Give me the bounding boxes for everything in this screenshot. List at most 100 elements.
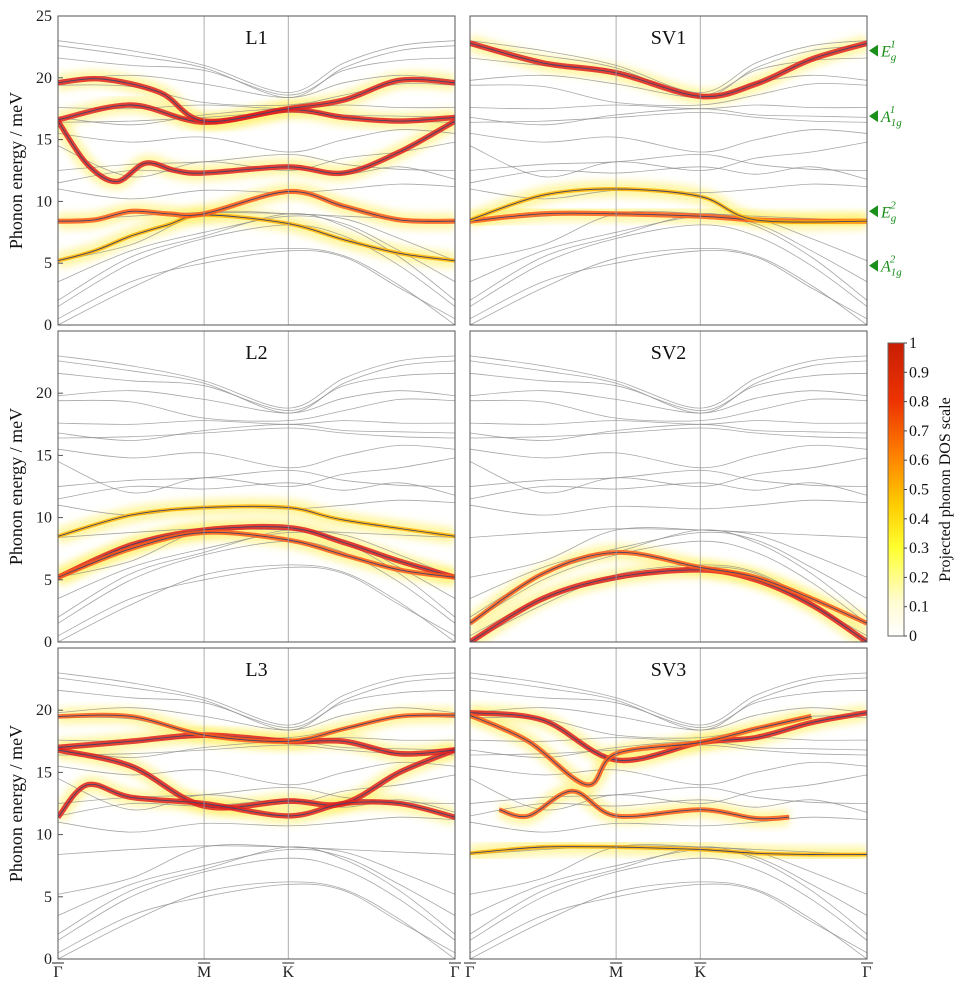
colorbar-tick-label: 0.1 (909, 599, 929, 616)
gray-band-16 (58, 390, 455, 414)
panel-frame (57, 15, 456, 326)
gray-band-18 (58, 677, 455, 731)
panel-sv2: SV2 (469, 330, 868, 643)
highlight-band-line-3 (58, 714, 455, 742)
gray-band-8 (470, 799, 867, 817)
y-axis-label: Phonon energy / meV (6, 92, 26, 249)
mode-label-a1g1: A1g1 (880, 104, 902, 129)
x-tick-label-1: M (609, 964, 623, 981)
x-tick-label-0: Γ (53, 964, 62, 981)
colorbar-tick-label: 0.9 (909, 364, 929, 381)
x-tick-label-2: K (694, 964, 706, 981)
gray-band-19 (470, 672, 867, 726)
colorbar-scale (887, 342, 905, 637)
gray-band-19 (58, 355, 455, 409)
gray-band-11 (58, 444, 455, 469)
gray-band-2 (58, 857, 455, 941)
panel-frame (469, 15, 868, 326)
colorbar-tick-label: 0.5 (909, 482, 929, 499)
highlight-band-line-1 (58, 531, 455, 578)
colorbar-tick-label: 0.4 (909, 511, 929, 528)
gray-band-1 (470, 247, 867, 325)
panel-l3: L3 0 5 10 15 20 Phonon energy / meV Γ M K Γ (6, 647, 461, 981)
gray-band-15 (470, 83, 867, 106)
gray-band-7 (470, 816, 867, 833)
highlight-band-line-3 (470, 846, 867, 856)
gray-band-2 (470, 224, 867, 307)
gray-band-16 (470, 390, 867, 414)
panel-title: L2 (245, 342, 267, 364)
gray-band-14 (58, 420, 455, 425)
mode-label-a1g2: A1g2 (880, 254, 902, 279)
gray-band-4 (58, 215, 455, 283)
gray-band-6 (58, 528, 455, 538)
gray-band-1 (58, 564, 455, 642)
gray-band-10 (470, 141, 867, 178)
gray-band-3 (58, 846, 455, 935)
gray-band-11 (470, 761, 867, 786)
gray-band-17 (470, 689, 867, 729)
panel-frame (469, 647, 868, 960)
gray-band-14 (470, 420, 867, 425)
colorbar: 0 0.1 0.2 0.3 0.4 0.5 0.6 0.7 0.8 0.9 1 Projected p… (887, 335, 954, 645)
gray-band-15 (58, 398, 455, 422)
colorbar-tick-label: 0.7 (909, 423, 929, 440)
y-tick-label: 10 (36, 510, 52, 527)
panel-l2: L2 0 5 10 15 20 Phonon energy / meV (6, 330, 456, 651)
gray-band-0 (58, 883, 455, 954)
highlight-band-line-0 (470, 569, 867, 642)
gray-band-17 (58, 372, 455, 412)
gray-band-19 (58, 672, 455, 726)
y-tick-label: 0 (44, 634, 52, 651)
gray-band-13 (470, 108, 867, 126)
colorbar-tick-label: 1 (909, 335, 917, 352)
y-axis-label: Phonon energy / meV (6, 408, 26, 565)
gray-band-15 (58, 83, 455, 106)
y-tick-label: 25 (36, 8, 52, 25)
gray-band-6 (470, 528, 867, 538)
gray-band-7 (470, 183, 867, 200)
y-tick-label: 0 (44, 317, 52, 334)
gray-band-18 (58, 360, 455, 414)
colorbar-tick-label: 0.2 (909, 569, 929, 586)
gray-band-11 (58, 761, 455, 786)
panel-title: SV1 (651, 27, 687, 49)
gray-band-0 (470, 883, 867, 954)
panel-title: L3 (245, 659, 267, 681)
highlight-band-line-0 (470, 42, 867, 98)
gray-band-11 (470, 129, 867, 153)
gray-band-10 (470, 457, 867, 494)
gray-band-8 (470, 166, 867, 184)
gray-band-14 (470, 104, 867, 110)
gray-band-11 (58, 129, 455, 153)
colorbar-tick-label: 0.6 (909, 452, 929, 469)
gray-band-16 (58, 74, 455, 99)
gray-band-18 (470, 677, 867, 731)
gray-band-15 (470, 398, 867, 422)
mode-arrow-icon (869, 205, 878, 218)
gray-band-3 (58, 529, 455, 618)
highlight-band-line-1 (58, 783, 455, 818)
gray-band-17 (470, 372, 867, 412)
mode-arrow-icon (869, 44, 878, 57)
gray-band-6 (58, 845, 455, 855)
gray-band-0 (470, 250, 867, 320)
gray-band-2 (470, 857, 867, 941)
colorbar-tick-label: 0.3 (909, 540, 929, 557)
gray-band-9 (470, 786, 867, 804)
highlight-band-line-0 (58, 749, 455, 809)
gray-band-19 (58, 40, 455, 94)
gray-band-9 (58, 469, 455, 487)
colorbar-tick-label: 0 (909, 628, 917, 645)
panel-title: SV2 (651, 342, 687, 364)
gray-band-8 (470, 482, 867, 500)
y-tick-label: 0 (44, 951, 52, 968)
gray-band-2 (58, 540, 455, 624)
mode-label-eg2: Eg2 (880, 199, 897, 224)
gray-band-7 (58, 816, 455, 833)
gray-band-0 (58, 250, 455, 320)
x-tick-label-0: Γ (465, 964, 474, 981)
y-tick-label: 15 (36, 447, 52, 464)
gray-band-16 (58, 707, 455, 731)
